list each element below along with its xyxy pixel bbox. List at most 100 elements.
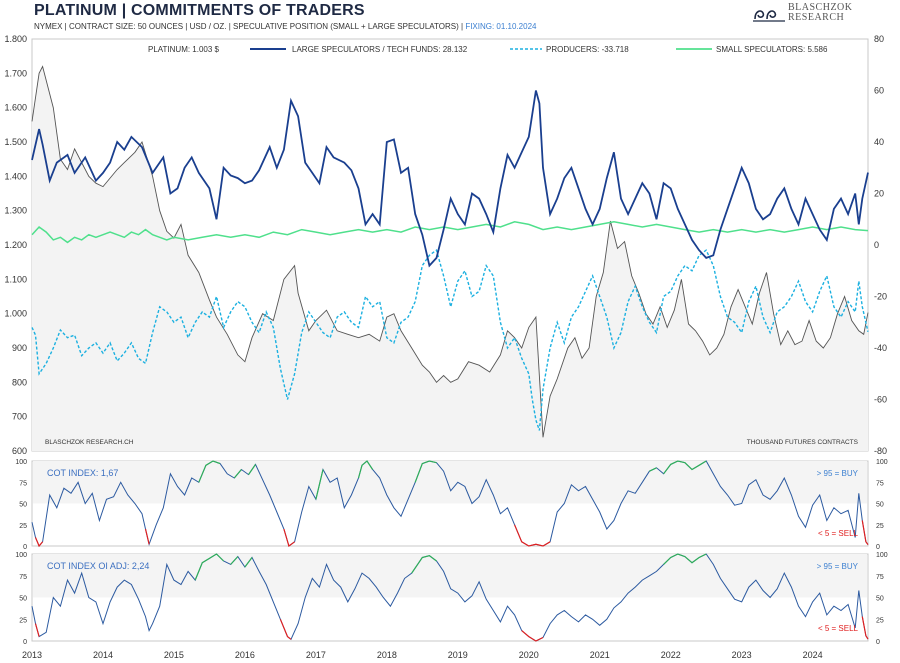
left-tick-label: 800 [12,377,27,387]
cot-index-oi-panel: 0 0 25 25 50 50 75 75 100 100 COT INDEX OI ADJ: 2,… [15,552,887,646]
x-tick-label: 2020 [519,650,539,660]
price-line [31,65,869,438]
cot-sell-segment [144,528,150,545]
fixing-date: FIXING: 01.10.2024 [465,22,537,31]
sell-threshold-label: < 5 = SELL [818,624,859,633]
cot-sell-segment [283,528,295,547]
cot-sell-segment [861,616,869,640]
units-note: THOUSAND FUTURES CONTRACTS [747,439,859,446]
x-tick-label: 2013 [22,650,42,660]
x-tick-label: 2015 [164,650,184,660]
cot-index-title: COT INDEX: 1,67 [47,468,118,478]
left-tick-label: 1.100 [4,274,27,284]
x-tick-label: 2017 [306,650,326,660]
main-panel: 6007008009001.0001.1001.2001.3001.4001.5… [4,34,887,456]
cot-left-tick: 50 [19,596,27,603]
right-tick-label: -40 [874,343,887,353]
right-tick-label: 80 [874,34,884,44]
cot-right-tick: 100 [876,459,888,466]
cot-buy-segment [411,555,437,574]
cot-buy-segment [315,469,324,500]
x-tick-label: 2014 [93,650,113,660]
x-tick-label: 2024 [803,650,823,660]
source-note: BLASCHZOK RESEARCH.CH [45,439,134,446]
subtitle-text: NYMEX | CONTRACT SIZE: 50 OUNCES | USD /… [34,22,464,31]
legend-price: PLATINUM: 1.003 $ [148,45,220,54]
logo-line2: RESEARCH [788,12,845,23]
cot-buy-segment [194,553,225,581]
cot-buy-segment [198,460,221,483]
cot-left-tick: 25 [19,617,27,624]
left-tick-label: 900 [12,343,27,353]
cot-index-line [31,553,869,642]
x-tick-label: 2022 [661,650,681,660]
cot-right-tick: 50 [876,502,884,509]
left-tick-label: 700 [12,412,27,422]
right-tick-label: -80 [874,446,887,456]
cot-right-tick: 25 [876,523,884,530]
left-tick-label: 1.000 [4,309,27,319]
cot-buy-segment [230,556,239,565]
cot-right-tick: 0 [876,544,880,551]
large-specs-line [31,90,869,268]
cot-index-panel: 0 0 25 25 50 50 75 75 100 100 COT INDEX: 1,67 > 95 … [15,459,887,551]
left-tick-label: 1.300 [4,206,27,216]
right-tick-label: 0 [874,240,879,250]
producers-line [31,249,869,431]
cot-buy-segment [414,460,437,483]
cot-left-tick: 0 [23,544,27,551]
small-specs-line [31,221,869,244]
left-tick-label: 1.800 [4,34,27,44]
logo-wordmark: BLASCHZOK RESEARCH [788,3,853,23]
left-tick-label: 1.200 [4,240,27,250]
cot-right-tick: 50 [876,596,884,603]
buy-threshold-label: > 95 = BUY [817,562,859,571]
x-tick-label: 2018 [377,650,397,660]
chart-title: PLATINUM | COMMITMENTS OF TRADERS [34,2,365,19]
left-tick-label: 1.400 [4,171,27,181]
cot-right-tick: 25 [876,617,884,624]
right-tick-label: -20 [874,292,887,302]
left-tick-label: 1.700 [4,68,27,78]
cot-buy-segment [248,464,256,475]
cot-buy-segment [649,467,657,472]
right-tick-label: 60 [874,86,884,96]
chart-subtitle: NYMEX | CONTRACT SIZE: 50 OUNCES | USD /… [34,22,536,31]
sell-threshold-label: < 5 = SELL [818,529,859,538]
price-area [32,66,868,451]
logo-line1: BLASCHZOK [788,2,853,13]
legend-small: SMALL SPECULATORS: 5.586 [716,45,828,54]
left-tick-label: 1.600 [4,103,27,113]
x-tick-label: 2023 [732,650,752,660]
cot-upper-band [33,554,867,598]
legend-large: LARGE SPECULATORS / TECH FUNDS: 28.132 [292,45,468,54]
cot-left-tick: 75 [19,574,27,581]
cot-upper-band [33,461,867,504]
x-tick-label: 2021 [590,650,610,660]
right-tick-label: 40 [874,137,884,147]
right-tick-label: -60 [874,395,887,405]
cot-left-tick: 50 [19,502,27,509]
cot-sell-segment [514,524,551,547]
logo-icon [753,10,785,22]
cot-buy-segment [663,460,707,475]
buy-threshold-label: > 95 = BUY [817,469,859,478]
right-tick-label: 20 [874,189,884,199]
cot-sell-segment [521,630,544,642]
cot-right-tick: 100 [876,552,888,559]
cot-buy-segment [357,460,374,479]
left-tick-label: 1.500 [4,137,27,147]
cot-left-tick: 0 [23,639,27,646]
cot-right-tick: 75 [876,574,884,581]
cot-index-oi-title: COT INDEX OI ADJ: 2,24 [47,561,149,571]
cot-left-tick: 100 [15,552,27,559]
cot-sell-segment [279,619,292,640]
cot-right-tick: 0 [876,639,880,646]
cot-buy-segment [233,469,242,479]
cot-left-tick: 100 [15,459,27,466]
legend-producers: PRODUCERS: -33.718 [546,45,629,54]
cot-left-tick: 25 [19,523,27,530]
x-tick-label: 2019 [448,650,468,660]
x-tick-label: 2016 [235,650,255,660]
